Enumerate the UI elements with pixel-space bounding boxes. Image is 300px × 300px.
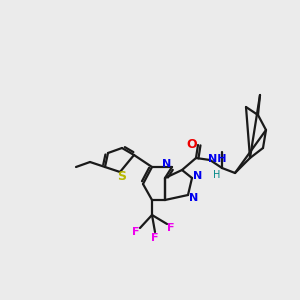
Text: O: O — [187, 137, 197, 151]
Text: N: N — [162, 159, 172, 169]
Text: N: N — [194, 171, 202, 181]
Text: H: H — [213, 170, 221, 180]
Text: N: N — [189, 193, 199, 203]
Text: NH: NH — [208, 154, 226, 164]
Text: S: S — [118, 170, 127, 184]
Text: F: F — [132, 227, 140, 237]
Text: F: F — [167, 223, 175, 233]
Text: F: F — [151, 233, 159, 243]
